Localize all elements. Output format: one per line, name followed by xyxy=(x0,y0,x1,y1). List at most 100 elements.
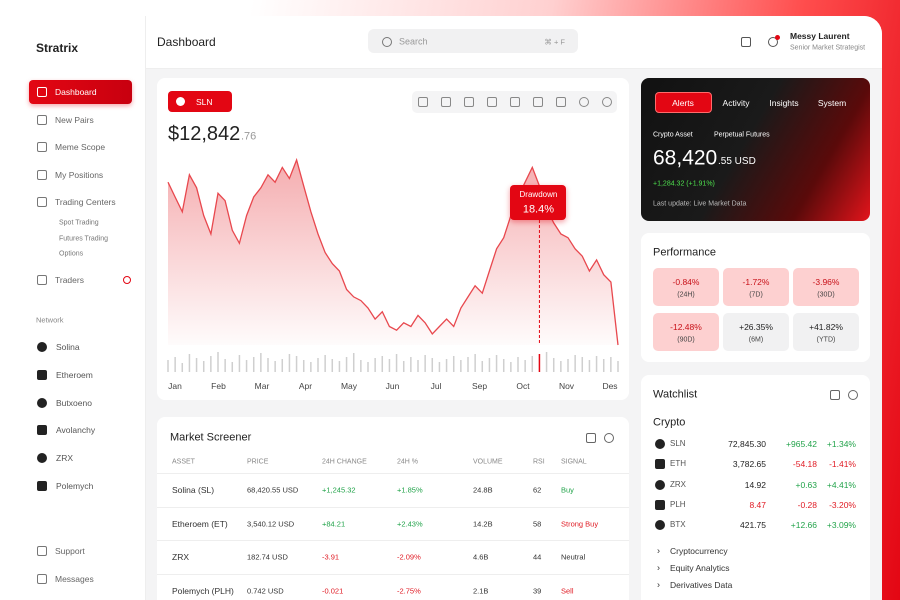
perf-tile xyxy=(653,313,719,351)
price: 8.47 xyxy=(749,499,766,510)
section-link[interactable]: Derivatives Data xyxy=(670,579,733,590)
toolbar-icon xyxy=(556,97,566,107)
settings-icon xyxy=(848,390,858,400)
column-header: 24H CHANGE xyxy=(322,458,367,466)
perf-value: -3.96% xyxy=(812,276,840,287)
coin-icon xyxy=(655,479,665,490)
section-link[interactable]: Cryptocurrency xyxy=(670,545,728,556)
nav-subitem[interactable]: Spot Trading xyxy=(59,219,99,227)
perf-value: +26.35% xyxy=(739,321,773,332)
row-divider xyxy=(157,506,629,508)
row-divider xyxy=(157,473,629,474)
perf-tile xyxy=(653,268,719,306)
column-header: SIGNAL xyxy=(561,458,587,466)
search-icon xyxy=(382,37,392,47)
coin-icon xyxy=(655,439,665,449)
toolbar-icon xyxy=(418,97,428,107)
nav-subitem[interactable]: Options xyxy=(59,250,84,258)
percent: -1.41% xyxy=(829,459,856,470)
cell: -3.91 xyxy=(322,552,340,562)
perf-tile xyxy=(723,313,789,351)
price: 421.75 xyxy=(740,519,766,530)
section-title: Network xyxy=(36,315,64,325)
nav-item[interactable]: Trading Centers xyxy=(55,196,116,207)
percent: +4.41% xyxy=(826,479,856,490)
network-item[interactable]: ZRX xyxy=(56,452,73,463)
nav-subitem[interactable]: Futures Trading xyxy=(59,235,109,242)
nav-item[interactable]: Meme Scope xyxy=(55,141,106,152)
perf-tile xyxy=(793,268,859,306)
card-title: Market Screener xyxy=(170,431,252,444)
app-frame: Stratrix Dashboard Search ⌘ + F Messy Lauren… xyxy=(0,16,882,600)
section-link[interactable]: Equity Analytics xyxy=(670,562,730,573)
x-label: Apr xyxy=(298,380,313,391)
change: -54.18 xyxy=(792,459,817,470)
tab-active-bg[interactable] xyxy=(655,92,712,113)
change: +965.42 xyxy=(786,438,817,449)
x-label: Feb xyxy=(211,380,226,391)
chart-toolbar[interactable] xyxy=(412,91,617,113)
perf-period: (24H) xyxy=(677,291,695,299)
tab[interactable]: Alerts xyxy=(672,97,694,108)
nav-item[interactable]: Dashboard xyxy=(55,86,97,97)
perf-period: (30D) xyxy=(817,291,835,299)
nav-item[interactable]: My Positions xyxy=(55,169,104,180)
cell: -0.021 xyxy=(322,586,344,596)
footer-item[interactable]: Messages xyxy=(55,573,94,584)
bell-icon xyxy=(768,37,778,47)
nav-icon xyxy=(37,115,47,125)
symbol-label: SLN xyxy=(196,96,213,107)
perf-value: -0.84% xyxy=(672,276,700,287)
symbol-button[interactable] xyxy=(168,91,232,112)
nav-item[interactable]: Traders xyxy=(55,274,84,285)
perf-value: -12.48% xyxy=(670,321,702,332)
network-item[interactable]: Etheroem xyxy=(56,369,93,380)
network-icon xyxy=(37,342,47,352)
alert-updated: Last update: Live Market Data xyxy=(653,200,747,208)
network-item[interactable]: Polemych xyxy=(56,480,94,491)
expand-icon xyxy=(830,390,840,400)
nav-icon xyxy=(37,170,47,180)
expand-icon xyxy=(586,433,596,443)
cell: +2.43% xyxy=(397,518,423,528)
x-label: Des xyxy=(602,380,618,391)
cell: 68,420.55 USD xyxy=(247,485,299,495)
cell: +84.21 xyxy=(322,518,346,528)
cell: 0.742 USD xyxy=(247,586,284,596)
cell: ZRX xyxy=(172,552,189,563)
network-icon xyxy=(37,397,47,408)
card-title: Performance xyxy=(653,246,716,259)
cell: Sell xyxy=(561,586,574,596)
search-box[interactable] xyxy=(368,29,578,53)
symbol: PLH xyxy=(670,499,686,509)
network-item[interactable]: Avolanchy xyxy=(56,425,96,436)
perf-value: +41.82% xyxy=(809,321,843,332)
perf-period: (6M) xyxy=(748,336,764,344)
x-label: Jul xyxy=(430,380,442,391)
footer-item[interactable]: Support xyxy=(55,545,85,556)
column-header: ASSET xyxy=(172,458,195,466)
price: 3,782.65 xyxy=(732,459,766,470)
tab[interactable]: System xyxy=(817,97,847,108)
nav-icon xyxy=(37,87,47,97)
toolbar-icon xyxy=(533,97,543,107)
cell: +1.85% xyxy=(397,485,423,495)
x-label: May xyxy=(340,380,358,391)
network-item[interactable]: Butxoeno xyxy=(56,397,92,408)
network-item[interactable]: Solina xyxy=(56,341,80,352)
perf-period: (90D) xyxy=(677,336,695,344)
x-label: Nov xyxy=(558,380,575,391)
tab[interactable]: Activity xyxy=(722,97,750,108)
settings-icon xyxy=(604,433,614,443)
screener-card xyxy=(157,417,629,600)
cell: -2.09% xyxy=(397,552,421,562)
market-label: Perpetual Futures xyxy=(714,131,770,139)
price: 14.92 xyxy=(744,479,766,490)
tab[interactable]: Insights xyxy=(769,97,799,108)
user-name: Messy Laurent xyxy=(790,30,850,41)
x-label: Jan xyxy=(168,380,182,391)
cell: +1,245.32 xyxy=(322,485,356,495)
cell: 44 xyxy=(533,552,542,562)
search-placeholder: Search xyxy=(399,36,428,47)
nav-item[interactable]: New Pairs xyxy=(55,114,94,125)
